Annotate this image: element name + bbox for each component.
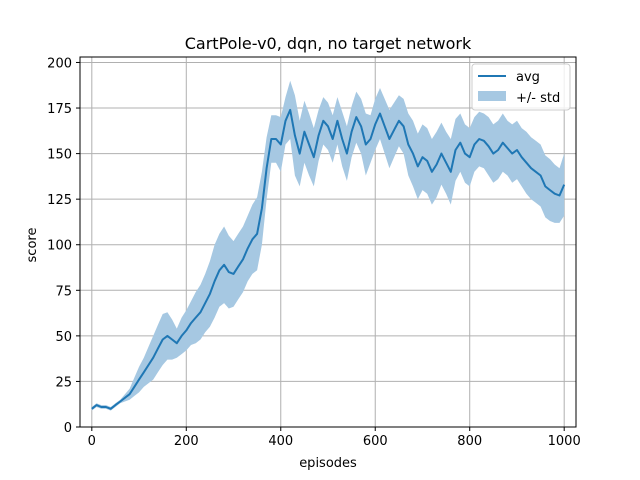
legend: avg +/- std	[471, 63, 571, 111]
x-axis-label: episodes	[299, 456, 357, 471]
avg-line	[91, 108, 566, 410]
x-tick-label: 400	[268, 434, 293, 449]
y-tick-label: 150	[47, 148, 72, 163]
chart-title: CartPole-v0, dqn, no target network	[185, 34, 472, 53]
legend-label-std: +/- std	[516, 91, 560, 106]
y-axis-label: score	[25, 228, 40, 263]
legend-swatch-std	[478, 91, 506, 101]
y-tick-label: 125	[47, 193, 72, 208]
legend-label-avg: avg	[516, 70, 540, 85]
tick-layer: 0 200 400 600 800 1000 0 25 50 75 100 125 150 175 200	[47, 56, 581, 449]
y-tick-label: 50	[55, 330, 72, 345]
x-tick-label: 1000	[548, 434, 581, 449]
x-tick-label: 600	[363, 434, 388, 449]
plot-frame	[79, 56, 577, 428]
data-layer	[91, 80, 566, 411]
y-tick-label: 175	[47, 102, 72, 117]
x-tick-label: 200	[174, 434, 199, 449]
y-tick-label: 25	[55, 375, 72, 390]
x-tick-label: 800	[457, 434, 482, 449]
y-tick-label: 0	[64, 421, 72, 436]
y-tick-label: 100	[47, 239, 72, 254]
y-tick-label: 75	[55, 284, 72, 299]
y-tick-label: 200	[47, 56, 72, 71]
x-tick-label: 0	[88, 434, 96, 449]
